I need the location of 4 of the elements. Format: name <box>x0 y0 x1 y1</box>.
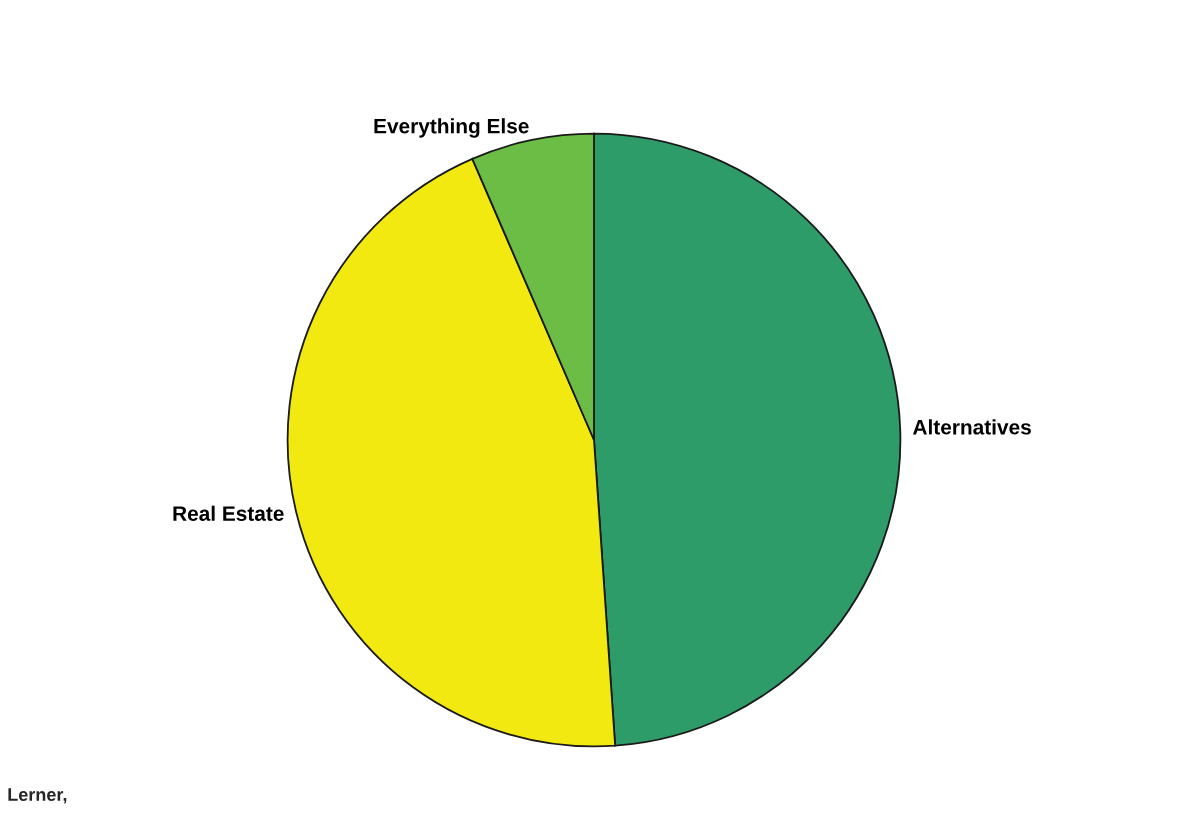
text: Lerner, <box>8 788 67 804</box>
slice-label: Alternatives <box>912 419 1031 435</box>
slice-label: Everything Else <box>374 118 529 138</box>
slice-label: Real Estate <box>173 505 284 521</box>
